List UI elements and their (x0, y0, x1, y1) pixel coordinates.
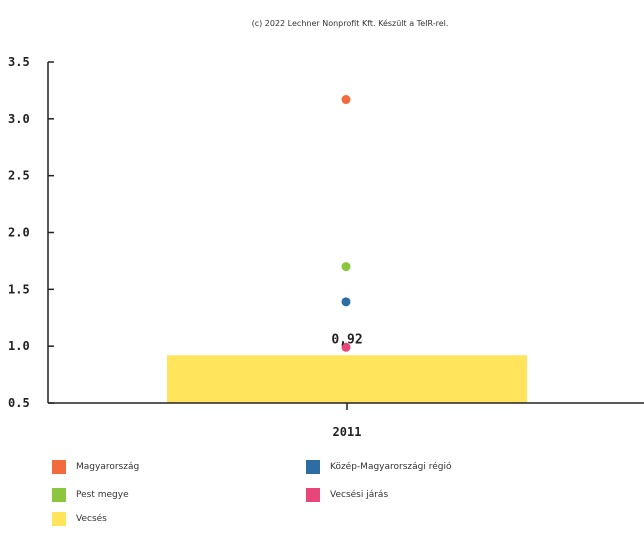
chart: (c) 2022 Lechner Nonprofit Kft. Készült … (8, 18, 644, 439)
legend-swatch (306, 460, 320, 474)
y-tick-label: 1.0 (8, 339, 30, 353)
legend-label: Magyarország (76, 462, 140, 472)
x-tick-label: 2011 (333, 425, 362, 439)
point-vecs-si-j-r-s (341, 342, 351, 352)
y-tick-label: 1.5 (8, 282, 30, 296)
y-tick-label: 3.5 (8, 55, 30, 69)
legend-label: Pest megye (76, 490, 129, 500)
point-pest-megye (341, 262, 351, 272)
legend-item-vecses[interactable]: Vecsés (52, 512, 107, 526)
legend-label: Vecsési járás (330, 490, 389, 500)
bar-data-label: 0,92 (331, 332, 362, 347)
legend-swatch (52, 488, 66, 502)
point-k-z-p-magyarorsz-gi-r-gi- (341, 297, 351, 307)
legend-item-vecsesi-jaras[interactable]: Vecsési járás (306, 488, 388, 502)
legend-item-magyarorszag[interactable]: Magyarország (52, 460, 139, 474)
legend-label: Vecsés (76, 514, 107, 524)
bar (167, 355, 527, 403)
plot-area: 3.5 3.0 2.5 2.0 1.5 1.0 0.5 2011 0,92 (8, 55, 644, 439)
legend-swatch (52, 460, 66, 474)
legend-swatch (52, 512, 66, 526)
legend-item-kozep-magyarorszagi-regio[interactable]: Közép-Magyarországi régió (306, 460, 452, 474)
legend-item-pest-megye[interactable]: Pest megye (52, 488, 129, 502)
legend-label: Közép-Magyarországi régió (330, 462, 452, 472)
legend-swatch (306, 488, 320, 502)
y-tick-label: 3.0 (8, 112, 30, 126)
copyright-text: (c) 2022 Lechner Nonprofit Kft. Készült … (252, 18, 449, 28)
y-tick-label: 2.5 (8, 169, 30, 183)
y-tick-label: 2.0 (8, 226, 30, 240)
y-tick-label: 0.5 (8, 396, 30, 410)
point-magyarorsz-g (341, 95, 351, 105)
